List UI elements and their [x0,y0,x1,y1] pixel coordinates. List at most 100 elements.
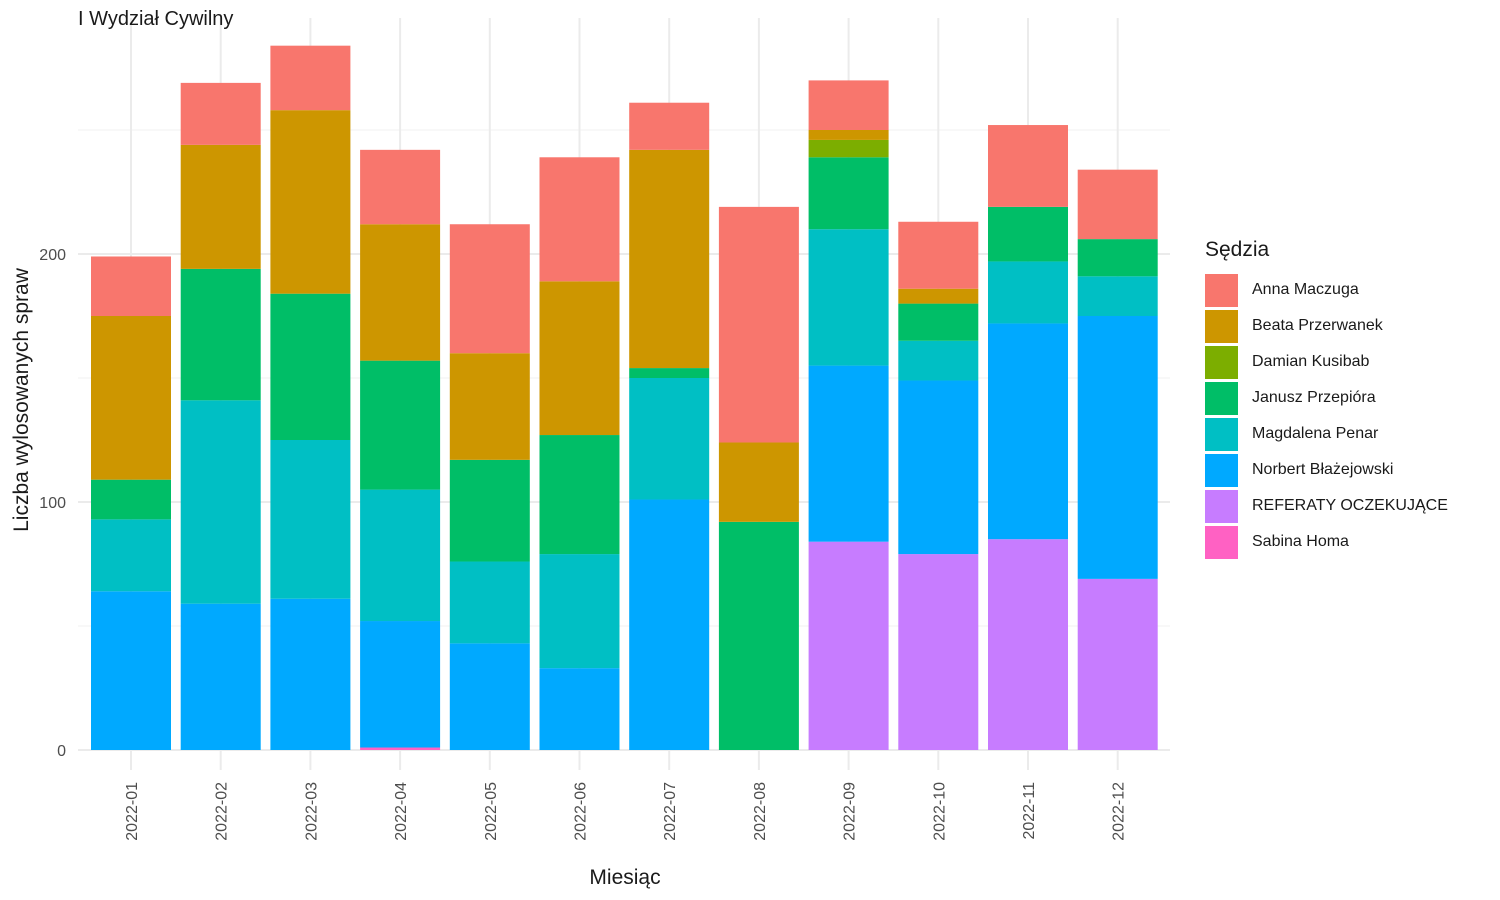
bar-segment [898,303,979,341]
y-axis-title: Liczba wylosowanych spraw [10,268,33,532]
bar-segment [91,479,171,520]
bar-segment [988,125,1068,207]
legend-key [1205,345,1238,379]
legend-item: Beata Przerwanek [1205,308,1448,344]
legend-key [1205,309,1238,343]
y-tick-label: 0 [57,743,66,760]
bar-segment [539,281,620,436]
bar-segment [270,293,351,440]
legend-key [1205,273,1238,307]
legend-key [1205,489,1238,523]
bar-segment [988,539,1068,750]
x-tick-label: 2022-05 [483,782,500,841]
bar-segment [270,440,351,599]
legend-label: REFERATY OCZEKUJĄCE [1252,497,1448,514]
bar-segment [180,82,261,145]
bar-segment [539,668,620,750]
bar-segment [270,110,351,294]
x-tick-label: 2022-12 [1111,782,1128,841]
bar-segment [180,144,261,269]
legend-item: Anna Maczuga [1205,272,1448,308]
legend-label: Janusz Przepióra [1252,389,1376,406]
x-tick-label: 2022-08 [752,782,769,841]
bar-segment [808,80,889,130]
x-tick-label: 2022-09 [842,782,859,841]
legend: Sędzia Anna Maczuga Beata Przerwanek Damia… [1205,238,1448,560]
legend-title: Sędzia [1205,238,1270,261]
bar-segment [718,206,799,443]
bar-segment [629,378,710,500]
bar-segment [91,591,171,750]
y-tick-label: 100 [39,495,66,512]
bar-segment [808,157,889,230]
legend-item: REFERATY OCZEKUJĄCE [1205,488,1448,524]
legend-label: Damian Kusibab [1252,353,1370,370]
bar-segment [360,224,441,361]
bar-segment [718,521,799,750]
legend-label: Magdalena Penar [1252,425,1379,442]
bar-segment [898,554,979,750]
bar-segment [360,621,441,748]
bar-segment [180,603,261,750]
bar-segment [1077,239,1158,277]
x-tick-label: 2022-07 [662,782,679,841]
bar-segment [808,139,889,158]
bar-segment [360,360,441,490]
legend-item: Janusz Przepióra [1205,380,1448,416]
x-tick-label: 2022-06 [573,782,590,841]
bar-segment [1077,578,1158,750]
bar-segment [360,149,441,225]
bar-segment [449,353,530,460]
legend-items: Anna Maczuga Beata Przerwanek Damian Kusib… [1205,272,1448,560]
bar-segment [180,400,261,604]
bar-segment [1077,316,1158,579]
legend-item: Sabina Homa [1205,524,1448,560]
bar-segment [91,519,171,592]
bar-segment [539,157,620,282]
bar-segment [270,45,351,111]
axis-labels: 0 100 200 2022-01 2022-02 2022-03 2022-04 2022-… [39,247,1127,841]
bar-segment [898,340,979,381]
bar-segment [988,206,1068,262]
bar-segment [629,102,710,150]
bar-segment [1077,276,1158,316]
bar-segment [988,323,1068,540]
bar-segment [898,221,979,289]
bar-segment [629,499,710,750]
x-tick-label: 2022-04 [393,782,410,841]
legend-key [1205,381,1238,415]
bar-segment [449,561,530,644]
legend-label: Beata Przerwanek [1252,317,1383,334]
bar-segment [539,435,620,555]
x-axis-title: Miesiąc [589,866,661,889]
legend-key [1205,417,1238,451]
bar-segment [360,747,441,750]
legend-key [1205,453,1238,487]
x-tick-label: 2022-03 [303,782,320,841]
bar-segment [449,643,530,750]
bar-segment [808,365,889,542]
bar-segment [449,224,530,354]
bar-segment [629,149,710,369]
bar-segment [629,368,710,378]
bar-segment [270,598,351,750]
bar-segment [898,380,979,555]
bar-segment [91,316,171,480]
bar-segment [180,268,261,401]
bar-segment [718,442,799,522]
legend-label: Norbert Błażejowski [1252,461,1394,478]
legend-item: Damian Kusibab [1205,344,1448,380]
legend-label: Sabina Homa [1252,533,1349,550]
bar-segment [91,256,171,316]
legend-item: Norbert Błażejowski [1205,452,1448,488]
bar-segment [808,229,889,366]
legend-label: Anna Maczuga [1252,281,1359,298]
y-tick-label: 200 [39,247,66,264]
x-tick-label: 2022-02 [214,782,231,841]
bar-segment [360,489,441,622]
x-tick-label: 2022-10 [931,782,948,841]
bar-segment [808,541,889,750]
bar-segment [808,130,889,140]
bar-segment [449,459,530,562]
